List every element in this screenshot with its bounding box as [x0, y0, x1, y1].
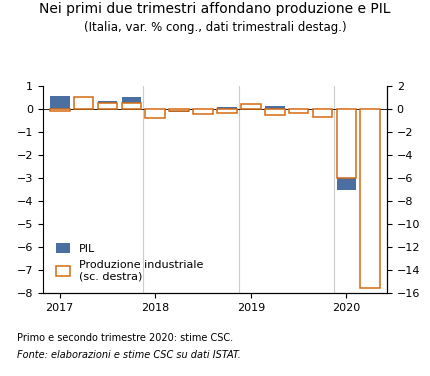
- Bar: [193, 109, 213, 114]
- Bar: [217, 109, 237, 113]
- Bar: [360, 109, 380, 288]
- Bar: [74, 100, 93, 109]
- Bar: [313, 109, 332, 117]
- Text: Fonte: elaborazioni e stime CSC su dati ISTAT.: Fonte: elaborazioni e stime CSC su dati …: [17, 350, 241, 361]
- Bar: [169, 109, 189, 112]
- Text: (Italia, var. % cong., dati trimestrali destag.): (Italia, var. % cong., dati trimestrali …: [84, 21, 346, 34]
- Bar: [145, 109, 165, 117]
- Bar: [122, 97, 141, 109]
- Bar: [193, 109, 213, 112]
- Bar: [265, 106, 285, 109]
- Bar: [241, 104, 261, 109]
- Bar: [337, 109, 356, 178]
- Bar: [337, 109, 356, 190]
- Bar: [217, 107, 237, 109]
- Bar: [50, 96, 70, 109]
- Bar: [241, 104, 261, 109]
- Bar: [98, 102, 117, 109]
- Text: Primo e secondo trimestre 2020: stime CSC.: Primo e secondo trimestre 2020: stime CS…: [17, 333, 233, 343]
- Bar: [74, 97, 93, 109]
- Bar: [98, 103, 117, 109]
- Bar: [265, 109, 285, 115]
- Bar: [169, 109, 189, 111]
- Legend: PIL, Produzione industriale
(sc. destra): PIL, Produzione industriale (sc. destra): [52, 239, 208, 286]
- Bar: [360, 109, 380, 282]
- Bar: [122, 103, 141, 109]
- Bar: [313, 109, 332, 115]
- Bar: [289, 109, 308, 113]
- Text: Nei primi due trimestri affondano produzione e PIL: Nei primi due trimestri affondano produz…: [39, 2, 391, 16]
- Bar: [50, 109, 70, 111]
